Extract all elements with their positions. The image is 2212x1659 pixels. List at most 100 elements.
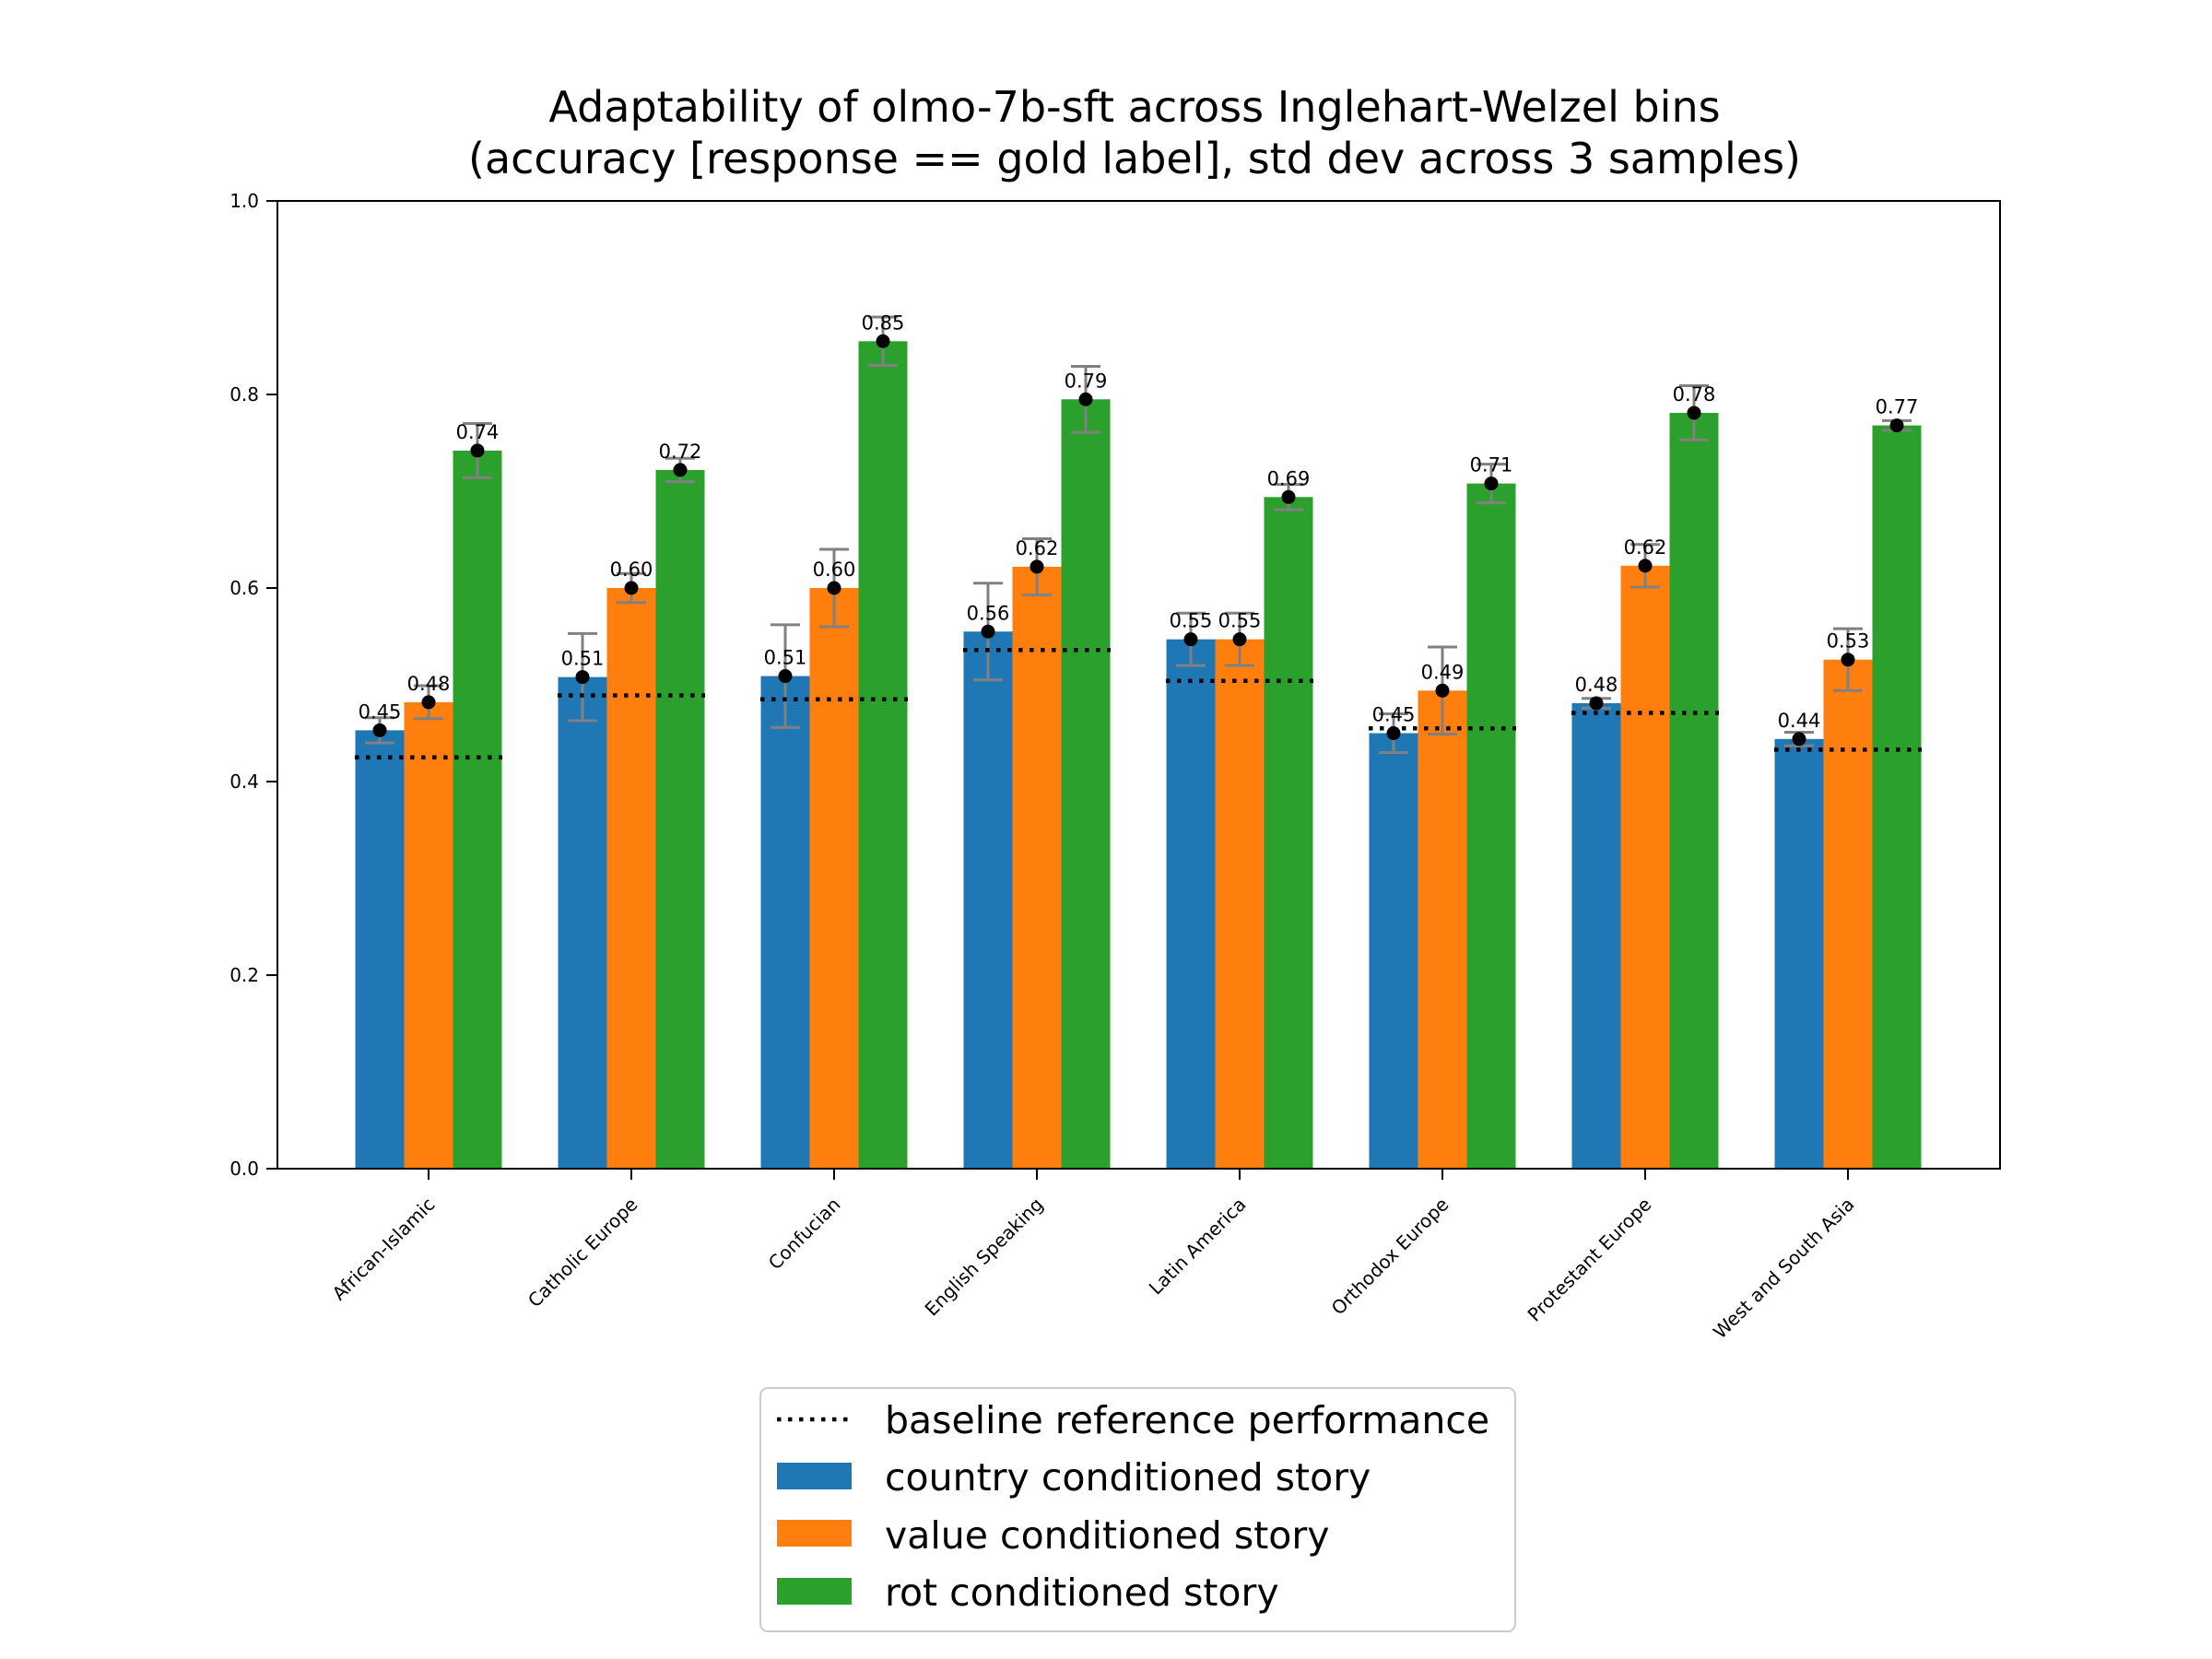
bar — [453, 450, 502, 1169]
data-point — [1435, 683, 1450, 698]
y-tick-label: 0.4 — [229, 771, 259, 793]
x-tick-label: English Speaking — [921, 1194, 1048, 1321]
data-label: 0.77 — [1876, 396, 1919, 418]
y-tick-label: 0.6 — [229, 577, 259, 599]
legend-country-swatch — [777, 1463, 852, 1489]
bar — [1620, 565, 1670, 1169]
data-point — [1183, 632, 1198, 647]
bar — [558, 677, 607, 1169]
bar — [858, 341, 908, 1169]
bar — [1823, 659, 1873, 1169]
legend: baseline reference performance country c… — [759, 1387, 1516, 1632]
data-label: 0.71 — [1470, 454, 1513, 477]
data-point — [981, 624, 995, 639]
bar — [1166, 639, 1216, 1169]
legend-rot-swatch — [777, 1578, 852, 1605]
data-point — [778, 669, 793, 684]
bar — [655, 469, 705, 1169]
data-label: 0.56 — [967, 602, 1010, 624]
data-label: 0.60 — [813, 559, 856, 581]
bar — [1872, 425, 1922, 1170]
data-label: 0.62 — [1016, 537, 1059, 559]
data-label: 0.45 — [359, 700, 402, 723]
data-point — [1232, 632, 1247, 647]
data-point — [1589, 696, 1604, 711]
data-point — [624, 581, 639, 595]
baselines-layer — [355, 647, 1922, 759]
data-point — [876, 334, 890, 348]
y-tick-label: 0.0 — [229, 1158, 259, 1180]
bar — [760, 676, 810, 1169]
bar — [1264, 497, 1313, 1169]
data-label: 0.62 — [1624, 536, 1667, 559]
bar — [404, 701, 453, 1169]
bar — [1466, 483, 1516, 1169]
data-point — [1078, 392, 1093, 406]
legend-baseline-label: baseline reference performance — [885, 1398, 1489, 1442]
bar — [1774, 738, 1824, 1169]
data-point — [1030, 559, 1044, 574]
bar — [1669, 412, 1719, 1169]
bar — [355, 730, 405, 1169]
data-point — [1638, 559, 1653, 573]
bar — [1012, 566, 1062, 1169]
bar — [1215, 639, 1265, 1169]
plot-frame — [276, 200, 2001, 1170]
data-label: 0.53 — [1827, 630, 1870, 653]
bar — [963, 631, 1013, 1169]
x-axis: African-Islamic Catholic Europe Confucian E… — [328, 1169, 1859, 1343]
data-label: 0.45 — [1372, 704, 1416, 726]
y-tick-label: 0.2 — [229, 964, 259, 986]
y-tick-label: 0.8 — [229, 383, 259, 406]
x-tick-label: Catholic Europe — [524, 1194, 642, 1312]
bar — [1061, 399, 1111, 1169]
data-point — [673, 463, 688, 477]
legend-value-swatch — [777, 1520, 852, 1547]
data-label: 0.44 — [1778, 710, 1821, 732]
chart-title: Adaptability of olmo-7b-sft across Ingle… — [548, 82, 1720, 132]
x-tick-label: West and South Asia — [1709, 1194, 1859, 1344]
data-label: 0.79 — [1065, 370, 1108, 392]
data-labels-layer: 0.450.480.740.510.600.720.510.600.850.56… — [359, 312, 1919, 732]
data-point — [827, 581, 841, 595]
data-label: 0.51 — [764, 647, 807, 669]
data-point — [1792, 732, 1806, 747]
legend-country-label: country conditioned story — [885, 1455, 1371, 1500]
x-tick-label: Protestant Europe — [1524, 1194, 1656, 1326]
data-point — [1484, 477, 1499, 491]
data-label: 0.78 — [1673, 383, 1716, 406]
y-tick-label: 1.0 — [229, 190, 259, 212]
chart-subtitle: (accuracy [response == gold label], std … — [468, 134, 1801, 183]
data-point — [1386, 726, 1401, 740]
data-point — [575, 670, 590, 685]
y-axis: 0.0 0.2 0.4 0.6 0.8 1.0 — [229, 190, 277, 1180]
data-label: 0.48 — [407, 673, 451, 695]
points-layer — [372, 334, 1904, 747]
data-label: 0.51 — [561, 648, 605, 670]
data-label: 0.48 — [1575, 674, 1618, 696]
bar — [809, 588, 859, 1169]
legend-rot-label: rot conditioned story — [885, 1571, 1279, 1615]
bar — [606, 588, 656, 1169]
data-label: 0.85 — [862, 312, 905, 334]
data-point — [1889, 418, 1904, 433]
data-label: 0.49 — [1421, 661, 1465, 683]
data-point — [1281, 489, 1296, 504]
data-label: 0.60 — [610, 559, 653, 581]
x-tick-label: Orthodox Europe — [1327, 1194, 1453, 1320]
data-label: 0.74 — [456, 421, 500, 443]
data-label: 0.55 — [1218, 610, 1262, 632]
data-point — [470, 443, 485, 458]
data-point — [372, 723, 387, 737]
bar — [1571, 702, 1621, 1169]
x-tick-label: Confucian — [764, 1194, 845, 1275]
x-tick-label: Latin America — [1145, 1194, 1251, 1300]
data-label: 0.69 — [1267, 467, 1311, 489]
data-point — [1841, 653, 1855, 667]
data-point — [1687, 406, 1701, 420]
legend-frame — [759, 1387, 1516, 1632]
legend-value-label: value conditioned story — [885, 1513, 1330, 1558]
x-tick-label: African-Islamic — [328, 1194, 440, 1305]
data-label: 0.55 — [1170, 610, 1213, 632]
